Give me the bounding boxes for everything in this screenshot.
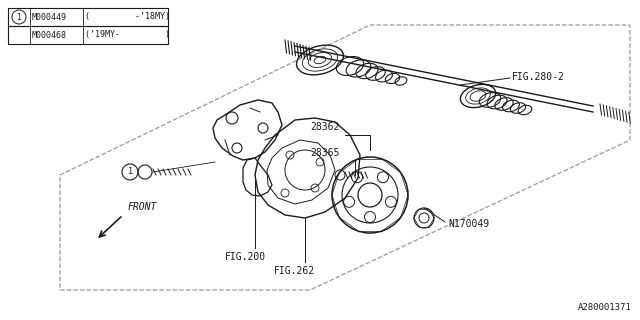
Text: 1: 1 — [127, 167, 132, 177]
Text: 1: 1 — [17, 12, 21, 21]
Text: A280001371: A280001371 — [579, 303, 632, 312]
Text: FIG.280-2: FIG.280-2 — [512, 72, 565, 82]
Text: 28362: 28362 — [310, 122, 340, 132]
Text: FIG.262: FIG.262 — [274, 266, 315, 276]
Text: M000449: M000449 — [32, 12, 67, 21]
Text: FRONT: FRONT — [128, 202, 157, 212]
Text: (         -’18MY): ( -’18MY) — [85, 12, 170, 21]
Bar — [8, 26, 168, 44]
Text: M000468: M000468 — [32, 30, 67, 39]
Bar — [8, 8, 168, 26]
Text: (’19MY-         ): (’19MY- ) — [85, 30, 170, 39]
Text: N170049: N170049 — [448, 219, 489, 229]
Text: 28365: 28365 — [310, 148, 340, 158]
Text: FIG.200: FIG.200 — [225, 252, 266, 262]
